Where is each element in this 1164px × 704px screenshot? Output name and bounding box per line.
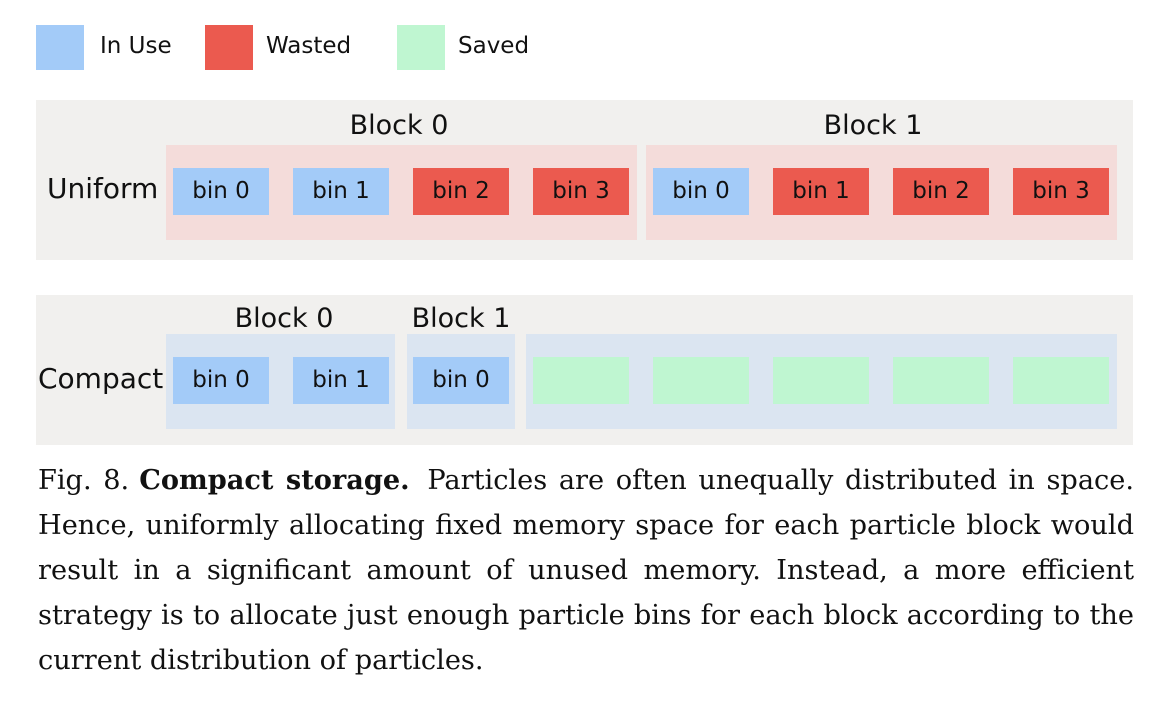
compact-saved-bin: [1013, 357, 1109, 404]
legend-swatch-wasted: [205, 25, 253, 70]
compact-block-0-bin-1: bin 1: [293, 357, 389, 404]
uniform-block-0-bin-3: bin 3: [533, 168, 629, 215]
figure-caption: Fig. 8. Compact storage. Particles are of…: [38, 458, 1134, 683]
compact-block-1-bin-0: bin 0: [413, 357, 509, 404]
legend-label-saved: Saved: [458, 33, 530, 59]
uniform-block-0-bin-2: bin 2: [413, 168, 509, 215]
uniform-block-1-title: Block 1: [823, 110, 923, 141]
uniform-block-1-bin-2: bin 2: [893, 168, 989, 215]
uniform-block-1-bin-3: bin 3: [1013, 168, 1109, 215]
compact-saved-bin: [533, 357, 629, 404]
legend-swatch-in-use: [36, 25, 84, 70]
compact-saved-bin: [653, 357, 749, 404]
compact-saved-bin: [893, 357, 989, 404]
legend-swatch-saved: [397, 25, 445, 70]
legend-label-in-use: In Use: [100, 33, 172, 59]
caption-fig-number: Fig. 8.: [38, 465, 130, 496]
uniform-row-label: Uniform: [47, 172, 159, 205]
caption-text: Particles are often unequally distribute…: [38, 465, 1134, 676]
compact-block-0-title: Block 0: [234, 303, 334, 334]
compact-saved-bin: [773, 357, 869, 404]
uniform-block-0-title: Block 0: [349, 110, 449, 141]
uniform-block-0-bin-1: bin 1: [293, 168, 389, 215]
compact-block-1-title: Block 1: [411, 303, 511, 334]
uniform-block-1-bin-0: bin 0: [653, 168, 749, 215]
compact-row-label: Compact: [38, 362, 164, 395]
legend-label-wasted: Wasted: [266, 33, 352, 59]
caption-title: Compact storage.: [139, 464, 410, 496]
uniform-block-1-bin-1: bin 1: [773, 168, 869, 215]
compact-block-0-bin-0: bin 0: [173, 357, 269, 404]
uniform-block-0-bin-0: bin 0: [173, 168, 269, 215]
